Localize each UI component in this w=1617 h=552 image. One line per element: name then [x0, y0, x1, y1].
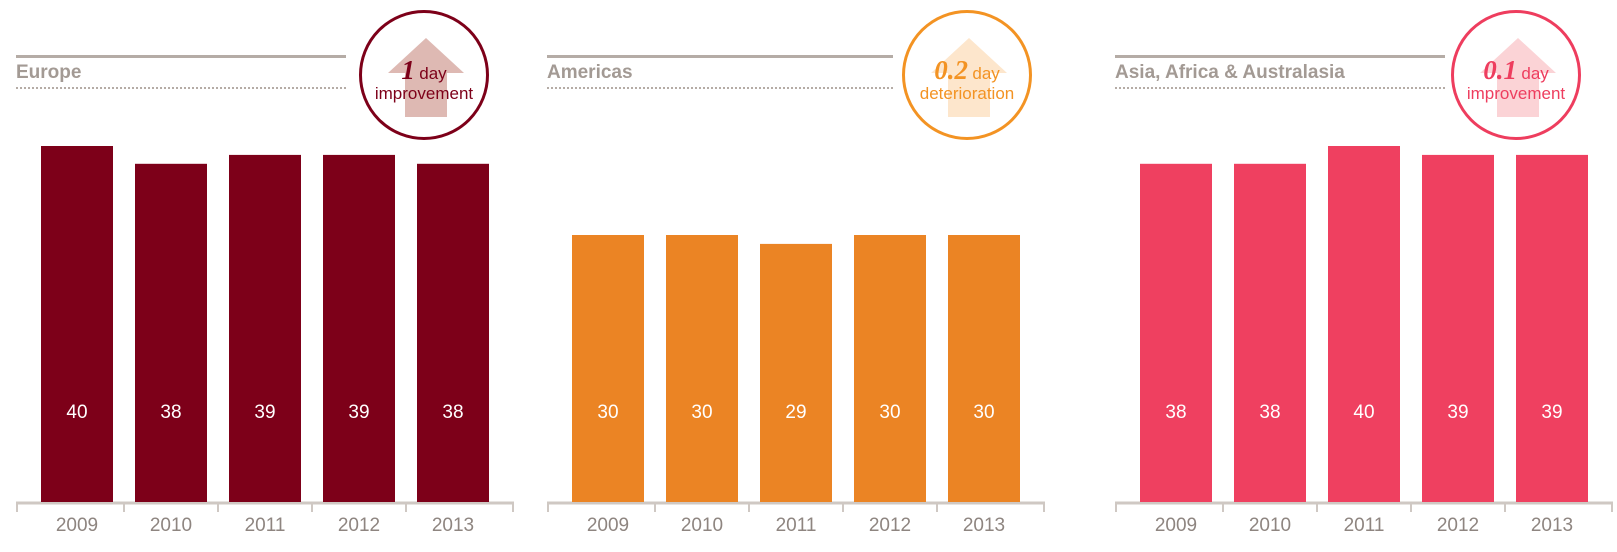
data-label: 39 [348, 402, 369, 423]
badge-label: improvement [374, 84, 474, 103]
x-tick-label: 2013 [963, 515, 1005, 536]
asia-africa-australasia-chart-panel: Asia, Africa & Australasia 0.1 day impro… [1115, 0, 1617, 552]
x-tick-label: 2012 [338, 515, 380, 536]
change-badge: 0.2 day deterioration [902, 10, 1032, 140]
bar-2011 [760, 243, 832, 502]
data-label: 30 [691, 402, 712, 423]
x-tick-label: 2010 [1249, 515, 1291, 536]
x-tick-label: 2011 [776, 515, 817, 536]
up-arrow-icon [931, 38, 1007, 117]
title-rule [547, 55, 893, 58]
badge-value: 0.2 [934, 55, 968, 85]
up-arrow-icon [388, 38, 464, 117]
x-tick-label: 2012 [1437, 515, 1479, 536]
americas-bar-chart: 30 2009 30 2010 29 2011 30 2012 30 2013 [547, 235, 1045, 536]
data-label: 39 [1541, 402, 1562, 423]
x-tick-label: 2010 [681, 515, 723, 536]
bar-2011 [1328, 146, 1400, 502]
x-tick-label: 2011 [245, 515, 286, 536]
bar-2012 [1422, 154, 1494, 502]
bar-2009 [41, 146, 113, 502]
data-label: 38 [160, 402, 181, 423]
asia-africa-australasia-bar-chart: 38 2009 38 2010 40 2011 39 2012 39 2013 [1115, 146, 1613, 536]
up-arrow-icon [1480, 38, 1556, 117]
title-dotted-rule [547, 87, 893, 89]
chart-title: Asia, Africa & Australasia [1115, 62, 1345, 83]
badge-label: deterioration [919, 84, 1015, 103]
title-dotted-rule [16, 87, 346, 89]
x-tick-label: 2009 [587, 515, 629, 536]
data-label: 38 [442, 402, 463, 423]
badge-unit: day [1521, 64, 1549, 83]
data-label: 30 [597, 402, 618, 423]
x-tick-label: 2012 [869, 515, 911, 536]
bar-2010 [1234, 163, 1306, 503]
title-rule [16, 55, 346, 58]
chart-title: Europe [16, 62, 82, 83]
title-dotted-rule [1115, 87, 1445, 89]
x-tick-label: 2013 [432, 515, 474, 536]
data-label: 30 [879, 402, 900, 423]
title-rule [1115, 55, 1445, 58]
data-label: 40 [1353, 402, 1374, 423]
americas-chart-panel: Americas 0.2 day deterioration 30 2009 30 2… [547, 0, 1045, 552]
badge-value: 0.1 [1483, 55, 1517, 85]
bar-2012 [323, 154, 395, 502]
data-label: 39 [254, 402, 275, 423]
badge-value: 1 [401, 55, 415, 85]
europe-bar-chart: 40 2009 38 2010 39 2011 39 2012 38 2013 [16, 146, 514, 536]
bar-2009 [1140, 163, 1212, 503]
x-tick-label: 2010 [150, 515, 192, 536]
bar-2009 [572, 235, 644, 502]
bar-2010 [135, 163, 207, 503]
data-label: 39 [1447, 402, 1468, 423]
bar-2013 [948, 235, 1020, 502]
bar-2013 [417, 163, 489, 503]
data-label: 38 [1165, 402, 1186, 423]
x-tick-label: 2013 [1531, 515, 1573, 536]
x-tick-label: 2011 [1344, 515, 1385, 536]
badge-unit: day [972, 64, 1000, 83]
badge-label: improvement [1466, 84, 1566, 103]
data-label: 38 [1259, 402, 1280, 423]
data-label: 29 [785, 402, 806, 423]
chart-title: Americas [547, 62, 633, 83]
europe-chart-panel: Europe 1 day improvement 40 2009 38 2010 39 2… [16, 0, 514, 552]
bar-2011 [229, 154, 301, 502]
data-label: 40 [66, 402, 87, 423]
bar-2010 [666, 235, 738, 502]
change-badge: 1 day improvement [359, 10, 489, 140]
data-label: 30 [973, 402, 994, 423]
badge-unit: day [419, 64, 447, 83]
x-tick-label: 2009 [1155, 515, 1197, 536]
x-tick-label: 2009 [56, 515, 98, 536]
change-badge: 0.1 day improvement [1451, 10, 1581, 140]
bar-2012 [854, 235, 926, 502]
bar-2013 [1516, 154, 1588, 502]
